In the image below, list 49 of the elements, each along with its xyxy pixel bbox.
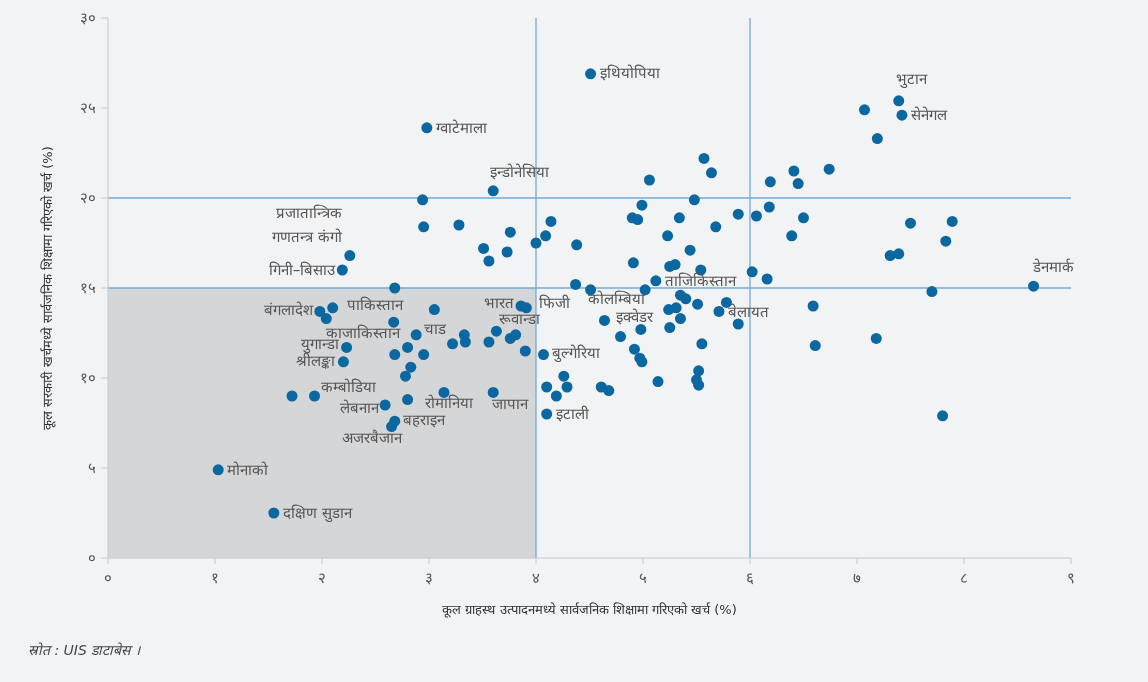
x-tick-label: ७ — [853, 569, 861, 587]
annotation: ग्वाटेमाला — [435, 118, 488, 137]
annotation: इथियोपिया — [599, 63, 661, 82]
annotation: दक्षिण सुडान — [282, 504, 353, 523]
x-tick-label: २ — [318, 569, 326, 587]
annotation: बेलायत — [728, 303, 770, 321]
text: स्रोत : UIS डाटाबेस । — [28, 642, 142, 658]
annotation: इटाली — [555, 405, 590, 423]
x-tick-label: ९ — [1067, 569, 1075, 587]
y-tick-label: १५ — [80, 279, 96, 297]
y-tick-label: २० — [80, 189, 96, 207]
annotation: बहराइन — [402, 411, 446, 430]
annotation: बुल्गेरिया — [552, 343, 602, 363]
annotation: रोमानिया — [424, 394, 474, 413]
annotation: जापान — [492, 395, 530, 414]
x-tick-label: ८ — [960, 569, 968, 587]
x-tick-label: ५ — [639, 569, 647, 587]
annotation: बंगलादेश — [263, 301, 314, 320]
annotation: कोलम्बिया — [587, 289, 646, 308]
x-axis-title: कूल ग्राहस्थ उत्पादनमध्ये सार्वजनिक शिक्षामा गरिएको खर्च (%) — [442, 602, 737, 618]
y-tick-label: ३० — [80, 9, 96, 27]
y-tick-label: ५ — [88, 459, 96, 477]
x-tick-label: १ — [211, 569, 219, 587]
annotation: सेनेगल — [910, 106, 948, 125]
annotation: श्रीलङ्का — [296, 351, 337, 370]
annotation: भुटान — [895, 69, 928, 89]
x-tick-label: ० — [104, 569, 112, 587]
annotation: अजरबैजान — [341, 428, 403, 447]
x-tick-label: ४ — [532, 569, 540, 587]
y-tick-label: ० — [88, 549, 96, 567]
annotation: लेबनान — [340, 399, 381, 417]
annotation: चाड — [424, 319, 448, 338]
x-tick-label: ६ — [746, 569, 754, 587]
x-tick-label: ३ — [425, 569, 433, 587]
annotation: फिजी — [539, 293, 572, 312]
y-tick-label: २५ — [80, 99, 96, 117]
y-tick-label: १० — [80, 369, 96, 387]
annotation: इन्डोनेसिया — [490, 162, 551, 181]
annotation: भारत — [484, 294, 515, 312]
annotation: डेनमार्क — [1031, 258, 1074, 277]
annotation: प्रजातान्त्रिक गणतन्त्र कंगो — [272, 203, 343, 246]
annotation: इक्वेडर — [616, 308, 655, 327]
annotation: रूवान्डा — [499, 310, 542, 329]
annotation: ताजिकिस्तान — [664, 271, 737, 290]
annotation: पाकिस्तान — [346, 295, 404, 314]
annotation: मोनाको — [227, 460, 270, 479]
annotation: गिनी–बिसाउ — [268, 261, 337, 279]
annotation: कम्बोडिया — [320, 378, 377, 396]
y-axis-title: कूल सरकारी खर्चमध्ये सार्वजनिक शिक्षामा गरिएको खर्च (%) — [40, 146, 56, 430]
